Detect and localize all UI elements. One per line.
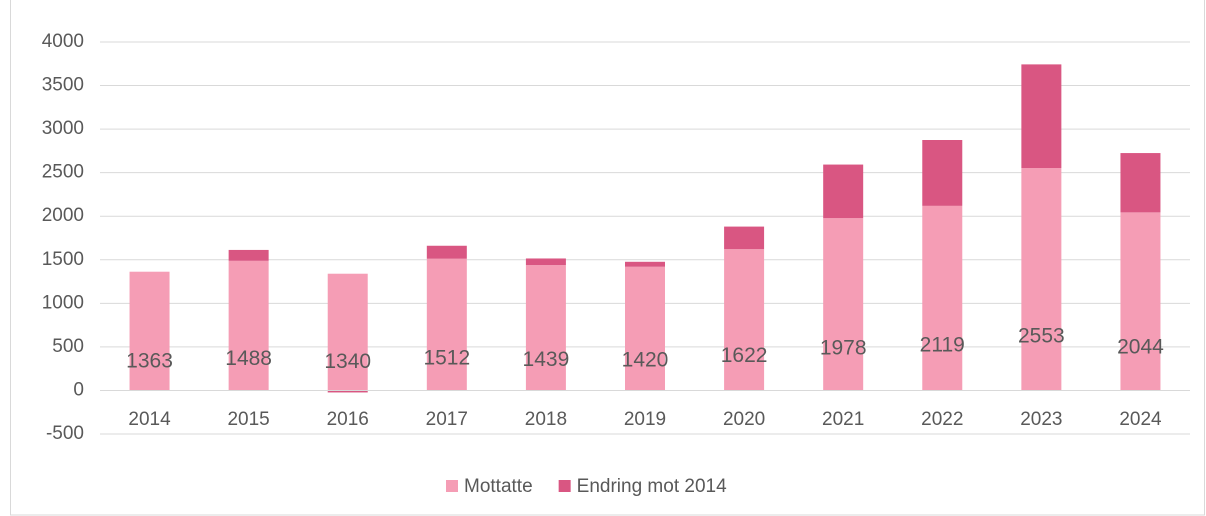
- y-tick-label: 2500: [42, 162, 84, 183]
- bar-segment: [625, 261, 665, 267]
- x-tick-label: 2022: [921, 409, 963, 430]
- y-tick-label: 2000: [42, 205, 84, 226]
- x-tick-label: 2019: [624, 409, 666, 430]
- bar-segment: [625, 266, 665, 391]
- bar-segment: [426, 258, 467, 391]
- data-label: 1420: [622, 348, 669, 371]
- legend-label: Endring mot 2014: [577, 476, 727, 497]
- bar-segment: [228, 260, 269, 391]
- y-tick-label: 0: [73, 379, 84, 400]
- bar-segment: [1120, 153, 1161, 213]
- x-tick-label: 2018: [525, 409, 567, 430]
- bar-segment: [525, 265, 566, 391]
- data-label: 1439: [523, 348, 570, 371]
- y-tick-label: 1000: [42, 292, 84, 313]
- data-label: 1340: [324, 350, 371, 373]
- y-tick-label: 3000: [42, 118, 84, 139]
- data-label: 1622: [721, 344, 768, 367]
- legend-swatch: [446, 480, 458, 492]
- y-tick-label: 4000: [42, 31, 84, 52]
- bar-segment: [1120, 212, 1161, 391]
- bar-segment: [426, 245, 467, 259]
- x-tick-label: 2014: [128, 409, 171, 430]
- bar-segment: [724, 249, 765, 391]
- y-tick-label: -500: [46, 423, 84, 444]
- data-label: 2119: [920, 334, 965, 357]
- y-tick-label: 500: [52, 336, 84, 357]
- bar-segment: [823, 164, 864, 219]
- data-label: 2044: [1117, 335, 1164, 358]
- y-tick-label: 3500: [42, 75, 84, 96]
- x-tick-label: 2020: [723, 409, 765, 430]
- bar-segment: [1021, 64, 1062, 169]
- legend-swatch: [558, 480, 571, 492]
- bar-segment: [724, 226, 765, 250]
- bar-segment: [823, 218, 864, 391]
- legend-label: Mottatte: [464, 476, 533, 497]
- data-label: 1488: [225, 347, 272, 370]
- x-tick-label: 2017: [426, 409, 468, 430]
- bar-segment: [525, 258, 566, 266]
- data-label: 2553: [1018, 325, 1065, 348]
- y-tick-label: 1500: [42, 249, 84, 270]
- bar-segment: [1021, 168, 1062, 391]
- x-tick-label: 2015: [227, 409, 269, 430]
- data-label: 1363: [126, 349, 173, 372]
- x-tick-label: 2016: [327, 409, 369, 430]
- bar-segment: [228, 249, 269, 261]
- data-label: 1978: [820, 337, 867, 360]
- x-tick-label: 2024: [1119, 409, 1162, 430]
- bar-segment: [327, 390, 368, 393]
- bar-segment: [922, 140, 963, 206]
- x-tick-label: 2021: [822, 409, 864, 430]
- data-label: 1512: [423, 346, 470, 369]
- x-tick-label: 2023: [1020, 409, 1062, 430]
- bar-segment: [129, 271, 170, 391]
- bar-segment: [922, 205, 963, 391]
- bar-segment: [327, 273, 368, 391]
